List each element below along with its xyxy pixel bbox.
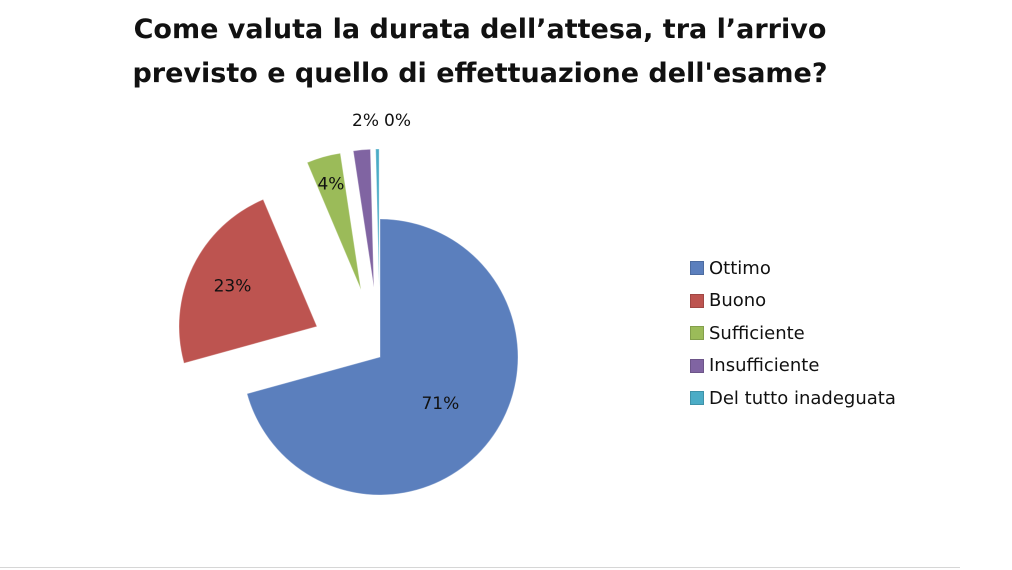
legend-item-insufficiente: Insufficiente bbox=[690, 350, 896, 383]
data-label-buono: 23% bbox=[214, 277, 252, 297]
data-label-del-tutto-inadeguata: 0% bbox=[384, 111, 411, 131]
chart-legend: Ottimo Buono Sufficiente Insufficiente Del t… bbox=[690, 252, 896, 415]
legend-swatch bbox=[690, 358, 704, 373]
legend-swatch bbox=[690, 391, 704, 406]
pie-slice-del-tutto-inadeguata bbox=[375, 148, 380, 288]
data-label-insufficiente: 2% bbox=[352, 111, 379, 131]
data-label-ottimo: 71% bbox=[421, 394, 459, 414]
legend-label: Del tutto inadeguata bbox=[709, 387, 896, 409]
legend-item-sufficiente: Sufficiente bbox=[690, 317, 896, 350]
legend-swatch bbox=[690, 293, 704, 308]
data-label-sufficiente: 4% bbox=[317, 174, 344, 194]
legend-label: Buono bbox=[709, 290, 767, 312]
pie-slice-insufficiente bbox=[352, 148, 375, 288]
pie-slice-ottimo bbox=[246, 218, 519, 496]
legend-label: Ottimo bbox=[709, 257, 771, 279]
chart-title-line-1: Come valuta la durata dell’attesa, tra l… bbox=[133, 14, 827, 45]
legend-item-del-tutto-inadeguata: Del tutto inadeguata bbox=[690, 382, 896, 415]
bottom-divider bbox=[0, 567, 960, 568]
legend-swatch bbox=[690, 261, 704, 276]
pie-slice-sufficiente bbox=[306, 152, 362, 290]
legend-item-buono: Buono bbox=[690, 285, 896, 318]
legend-item-ottimo: Ottimo bbox=[690, 252, 896, 285]
legend-swatch bbox=[690, 326, 704, 341]
pie-slice-buono bbox=[178, 198, 318, 364]
chart-title: Come valuta la durata dell’attesa, tra l… bbox=[0, 8, 960, 96]
legend-label: Insufficiente bbox=[709, 355, 820, 377]
legend-label: Sufficiente bbox=[709, 322, 805, 344]
chart-title-line-2: previsto e quello di effettuazione dell'… bbox=[132, 58, 828, 89]
